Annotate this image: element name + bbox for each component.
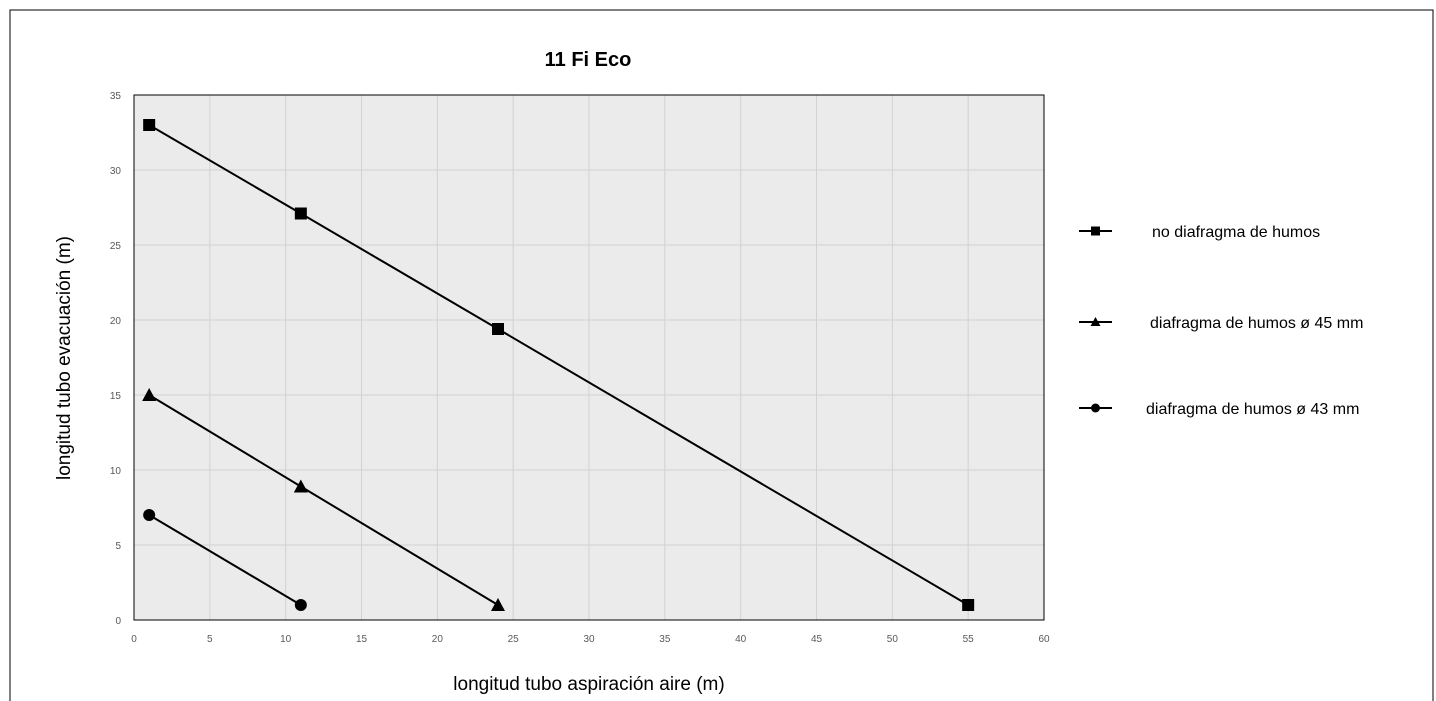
legend-item: diafragma de humos ø 43 mm xyxy=(1079,401,1359,418)
y-axis-ticks: 0 5 10 15 20 25 30 35 xyxy=(110,91,122,627)
x-axis-ticks: 0 5 10 15 20 25 30 35 40 45 50 55 60 xyxy=(131,634,1050,645)
legend-marker xyxy=(1091,403,1100,413)
data-point-square xyxy=(294,207,307,220)
data-point-triangle xyxy=(142,388,157,401)
series-layer xyxy=(142,119,975,611)
legend-label: no diafragma de humos xyxy=(1152,224,1320,241)
x-tick-label: 25 xyxy=(508,634,520,645)
x-tick-label: 55 xyxy=(963,634,975,645)
x-tick-label: 15 xyxy=(356,634,368,645)
y-tick-label: 10 xyxy=(110,466,122,477)
data-point-triangle xyxy=(491,598,505,611)
series-circle xyxy=(143,509,307,611)
y-tick-label: 20 xyxy=(110,316,122,327)
series-triangle xyxy=(142,388,505,611)
data-point-circle xyxy=(143,509,156,521)
chart-title: 11 Fi Eco xyxy=(545,49,632,71)
data-point-square xyxy=(492,323,504,335)
legend-item: no diafragma de humos xyxy=(1079,224,1320,241)
data-point-square xyxy=(143,119,156,131)
y-axis-label: longitud tubo evacuación (m) xyxy=(54,236,75,480)
x-tick-label: 5 xyxy=(207,634,213,645)
plot-border xyxy=(133,94,1045,621)
y-tick-label: 25 xyxy=(110,241,122,252)
x-tick-label: 45 xyxy=(811,634,823,645)
legend-label: diafragma de humos ø 43 mm xyxy=(1146,401,1359,418)
x-tick-label: 0 xyxy=(131,634,137,645)
legend-label: diafragma de humos ø 45 mm xyxy=(1150,315,1363,332)
series-line xyxy=(148,514,302,606)
data-point-triangle xyxy=(293,479,308,493)
x-tick-label: 10 xyxy=(280,634,292,645)
series-square xyxy=(143,119,975,611)
chart-frame xyxy=(9,9,1434,701)
series-line xyxy=(148,124,969,606)
legend-marker xyxy=(1091,226,1100,236)
y-tick-label: 30 xyxy=(110,166,122,177)
legend: no diafragma de humos diafragma de humos … xyxy=(1079,224,1363,418)
y-tick-label: 5 xyxy=(115,541,121,552)
x-tick-label: 30 xyxy=(583,634,595,645)
x-tick-label: 50 xyxy=(887,634,899,645)
legend-marker xyxy=(1090,317,1101,326)
y-tick-label: 15 xyxy=(110,391,122,402)
data-point-square xyxy=(962,599,975,611)
legend-item: diafragma de humos ø 45 mm xyxy=(1079,315,1363,332)
x-tick-label: 60 xyxy=(1038,634,1050,645)
y-tick-label: 0 xyxy=(115,616,121,627)
plot-area xyxy=(133,94,1045,621)
x-tick-label: 35 xyxy=(659,634,671,645)
x-tick-label: 40 xyxy=(735,634,747,645)
data-point-circle xyxy=(294,599,307,611)
y-tick-label: 35 xyxy=(110,91,122,102)
x-axis-label: longitud tubo aspiración aire (m) xyxy=(453,674,724,695)
x-tick-label: 20 xyxy=(432,634,444,645)
